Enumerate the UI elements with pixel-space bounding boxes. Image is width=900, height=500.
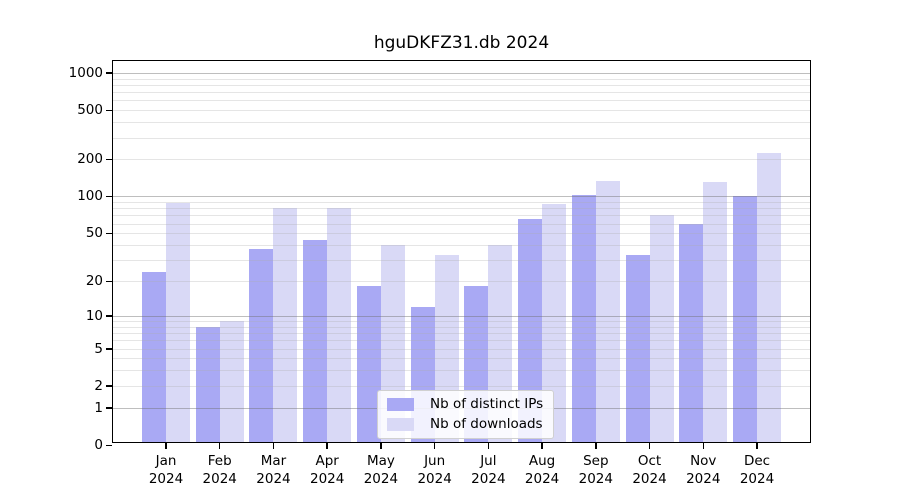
legend-entry-distinct-ips: Nb of distinct IPs	[387, 396, 543, 412]
x-tick-aug	[541, 443, 543, 449]
y-tick-500	[106, 109, 112, 112]
y-tick-1	[106, 407, 112, 409]
x-tick-label-sep: Sep 2024	[578, 453, 613, 487]
gridline-y-2	[113, 385, 810, 387]
y-tick-200	[106, 158, 112, 161]
x-tick-mar	[272, 443, 275, 449]
gridline-y-20	[113, 281, 810, 283]
y-tick-5	[106, 348, 112, 350]
downloads-swatch	[387, 417, 414, 431]
bar-mar-downloads	[273, 208, 298, 442]
x-tick-nov	[702, 443, 705, 449]
bar-dec-distinct-ips	[733, 196, 757, 442]
gridline-y-80	[113, 208, 810, 210]
x-tick-label-mar: Mar 2024	[256, 453, 291, 487]
x-tick-jun	[433, 443, 436, 449]
x-tick-sep	[595, 443, 597, 449]
y-tick-label-5: 5	[94, 340, 103, 357]
x-tick-label-dec: Dec 2024	[739, 453, 775, 487]
x-tick-oct	[648, 443, 651, 449]
legend: Nb of distinct IPs Nb of downloads	[377, 390, 555, 439]
x-tick-jan	[165, 443, 167, 449]
x-tick-feb	[218, 443, 221, 449]
x-tick-label-jul: Jul 2024	[471, 453, 506, 487]
y-tick-label-500: 500	[77, 102, 103, 119]
bar-nov-distinct-ips	[679, 223, 704, 442]
legend-label-downloads: Nb of downloads	[430, 416, 543, 432]
gridline-y-3	[113, 370, 810, 372]
gridline-y-5	[113, 348, 810, 350]
bar-mar-distinct-ips	[249, 249, 274, 442]
gridline-y-50	[113, 233, 810, 235]
y-tick-label-2: 2	[94, 377, 103, 394]
y-tick-label-1000: 1000	[68, 64, 103, 81]
x-tick-may	[380, 443, 382, 449]
y-tick-2	[106, 385, 112, 387]
gridline-y-500	[113, 110, 810, 112]
gridline-y-60	[113, 223, 810, 225]
bar-may-distinct-ips	[356, 286, 381, 442]
x-tick-label-jan: Jan 2024	[148, 453, 184, 487]
y-tick-label-20: 20	[85, 273, 103, 290]
y-tick-50	[106, 232, 112, 235]
gridline-y-7	[113, 333, 810, 335]
gridline-y-10	[113, 315, 810, 317]
x-tick-apr	[326, 443, 328, 449]
bar-dec-downloads	[757, 153, 781, 442]
gridline-y-9	[113, 321, 810, 322]
y-tick-label-200: 200	[77, 151, 103, 168]
y-tick-label-50: 50	[85, 225, 103, 242]
x-tick-label-aug: Aug 2024	[524, 453, 560, 487]
y-tick-label-10: 10	[85, 307, 103, 324]
x-tick-label-jun: Jun 2024	[417, 453, 452, 487]
legend-label-distinct-ips: Nb of distinct IPs	[430, 396, 544, 412]
x-tick-label-oct: Oct 2024	[632, 453, 667, 487]
bar-feb-distinct-ips	[195, 326, 220, 442]
legend-entry-downloads: Nb of downloads	[387, 416, 543, 432]
y-tick-100	[106, 195, 112, 198]
gridline-y-4	[113, 358, 810, 360]
bar-feb-downloads	[219, 321, 244, 442]
gridline-y-1000	[113, 72, 810, 74]
x-tick-label-feb: Feb 2024	[202, 453, 237, 487]
bar-sep-downloads	[595, 180, 620, 442]
y-tick-label-1: 1	[94, 399, 103, 416]
gridline-y-600	[113, 100, 810, 102]
gridline-y-300	[113, 137, 810, 139]
bar-apr-downloads	[327, 208, 352, 442]
gridline-y-8	[113, 326, 810, 328]
y-tick-label-0: 0	[94, 437, 103, 453]
bar-jan-distinct-ips	[142, 271, 166, 442]
gridline-y-800	[113, 84, 810, 86]
y-tick-0	[106, 444, 112, 446]
bar-apr-distinct-ips	[303, 240, 328, 442]
gridline-y-40	[113, 245, 810, 246]
bar-jan-downloads	[166, 203, 190, 442]
gridline-y-200	[113, 159, 810, 161]
bar-oct-downloads	[649, 215, 674, 442]
gridline-y-900	[113, 78, 810, 80]
x-tick-label-may: May 2024	[363, 453, 399, 487]
bar-oct-distinct-ips	[625, 255, 650, 442]
distinct-ips-swatch	[387, 397, 414, 411]
y-tick-label-100: 100	[77, 188, 103, 205]
y-tick-10	[106, 315, 112, 317]
gridline-y-30	[113, 260, 810, 262]
x-tick-label-apr: Apr 2024	[309, 453, 345, 487]
x-tick-label-nov: Nov 2024	[686, 453, 721, 487]
y-tick-1000	[106, 72, 112, 74]
gridline-y-70	[113, 215, 810, 217]
gridline-y-400	[113, 122, 810, 124]
chart-title: hguDKFZ31.db 2024	[373, 33, 550, 53]
y-tick-20	[106, 280, 112, 283]
bar-nov-downloads	[703, 181, 728, 442]
gridline-y-6	[113, 340, 810, 342]
gridline-y-100	[113, 196, 810, 198]
gridline-y-90	[113, 202, 810, 204]
gridline-y-700	[113, 92, 810, 94]
bar-sep-distinct-ips	[571, 194, 596, 442]
x-tick-jul	[487, 443, 490, 449]
x-tick-dec	[756, 443, 758, 449]
